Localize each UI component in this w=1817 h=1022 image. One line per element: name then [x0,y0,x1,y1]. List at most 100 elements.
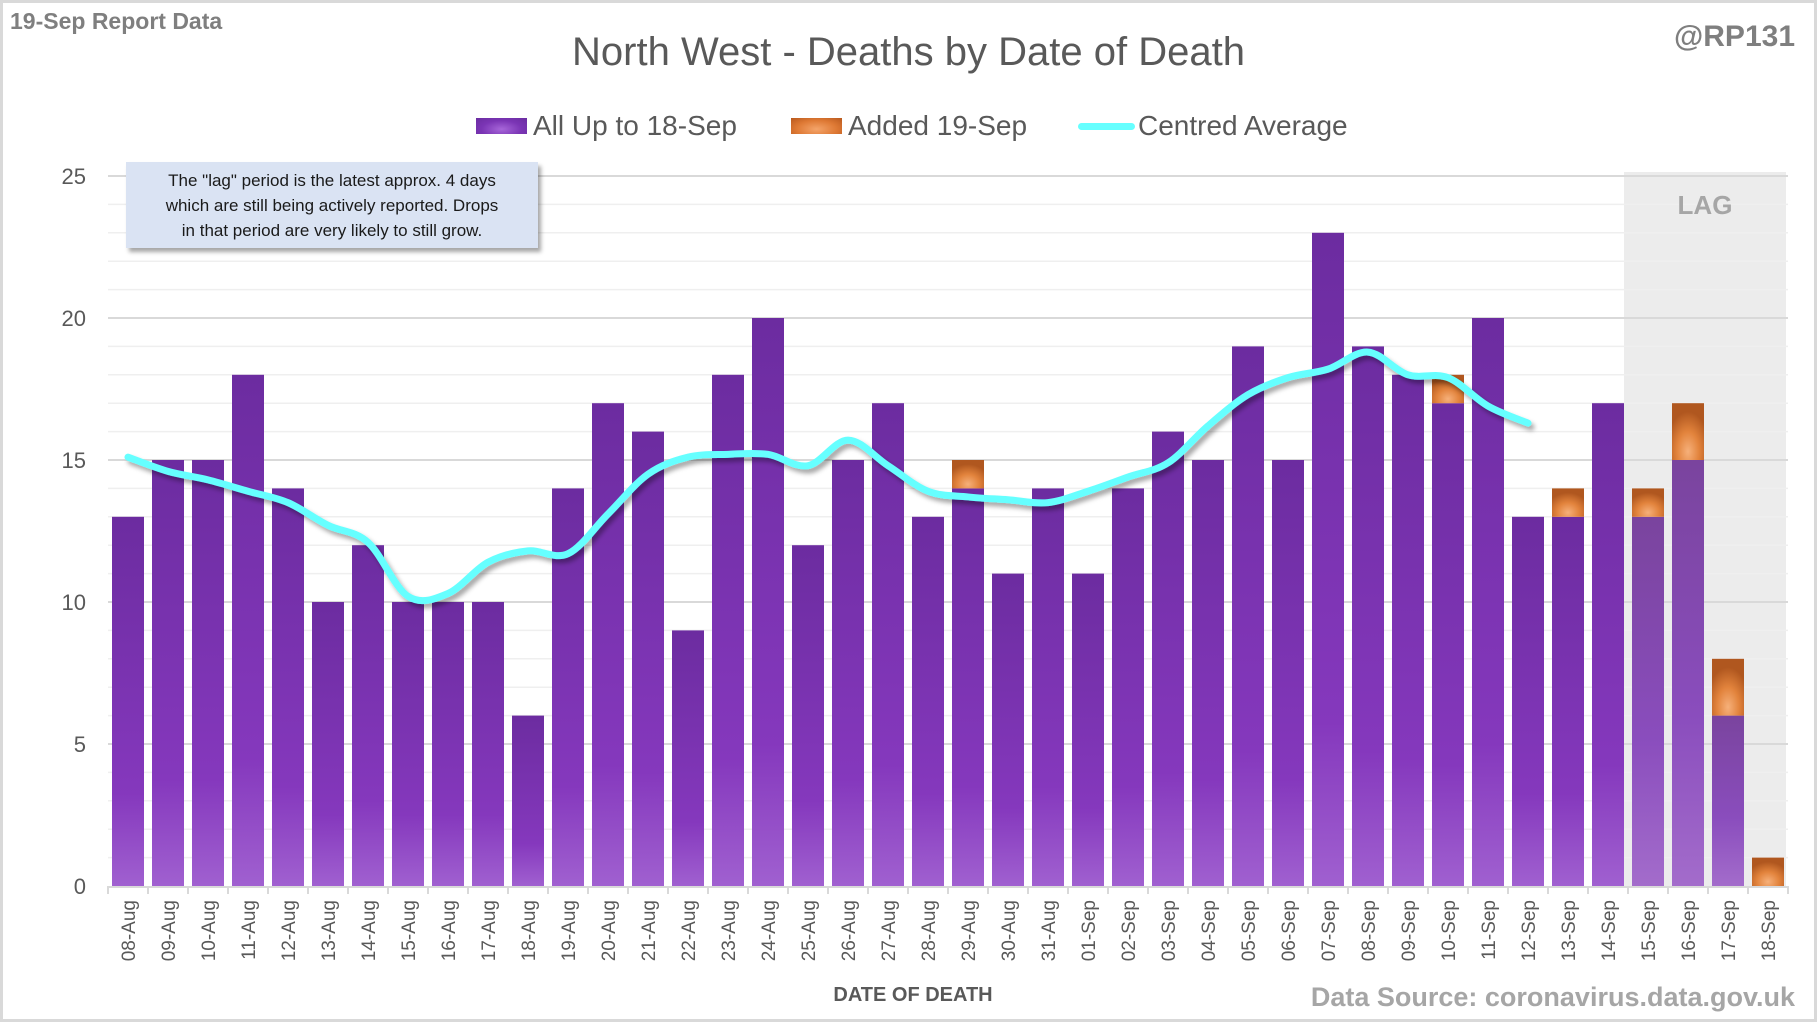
bar-all-up-to-18-sep [832,460,864,886]
bar-all-up-to-18-sep [512,715,544,886]
x-tick-label: 01-Sep [1079,900,1100,961]
x-tick-label: 15-Sep [1639,900,1660,961]
bar-all-up-to-18-sep [312,602,344,886]
x-tick-label: 31-Aug [1039,900,1060,961]
bar-all-up-to-18-sep [872,403,904,886]
lag-annotation-box: The "lag" period is the latest approx. 4… [126,162,538,248]
x-axis-title: DATE OF DEATH [833,984,993,1006]
bar-all-up-to-18-sep [1352,346,1384,886]
annotation-line: in that period are very likely to still … [181,220,483,240]
legend-swatch-orange [791,118,842,134]
x-tick-label: 10-Sep [1439,900,1460,961]
x-tick-label: 08-Sep [1359,900,1380,961]
x-tick-label: 05-Sep [1239,900,1260,961]
bar-all-up-to-18-sep [272,488,304,886]
x-tick-label: 12-Sep [1519,900,1540,961]
x-tick-label: 14-Aug [359,900,380,961]
x-tick-label: 04-Sep [1199,900,1220,961]
bar-all-up-to-18-sep [1312,232,1344,887]
bar-all-up-to-18-sep [672,630,704,886]
bar-all-up-to-18-sep [352,545,384,886]
x-tick-label: 03-Sep [1159,900,1180,961]
x-tick-label: 09-Aug [159,900,180,961]
bar-all-up-to-18-sep [1432,403,1464,886]
x-tick-label: 20-Aug [599,900,620,961]
legend-label: Added 19-Sep [848,110,1028,141]
bar-all-up-to-18-sep [592,403,624,886]
x-tick-label: 30-Aug [999,900,1020,961]
bar-all-up-to-18-sep [1712,715,1744,886]
author-handle: @RP131 [1674,20,1795,53]
x-tick-label: 23-Aug [719,900,740,961]
x-tick-label: 08-Aug [119,900,140,961]
bar-all-up-to-18-sep [1272,460,1304,886]
bar-added-19-sep [1712,658,1744,716]
bar-all-up-to-18-sep [1192,460,1224,886]
bar-added-19-sep [1672,403,1704,460]
bar-all-up-to-18-sep [1112,488,1144,886]
x-tick-label: 24-Aug [759,900,780,961]
bar-all-up-to-18-sep [632,431,664,886]
centred-average-line [124,348,1532,605]
bar-all-up-to-18-sep [1072,573,1104,886]
y-tick-label: 15 [62,448,86,473]
bar-added-19-sep [1552,488,1584,517]
x-tick-label: 13-Aug [319,900,340,961]
legend-label: Centred Average [1138,110,1348,141]
x-tick-label: 25-Aug [799,900,820,961]
y-tick-label: 5 [74,732,86,757]
bar-all-up-to-18-sep [112,516,144,886]
x-tick-label: 13-Sep [1559,900,1580,961]
x-tick-label: 11-Sep [1479,900,1500,960]
legend: All Up to 18-Sep Added 19-Sep Centred Av… [0,106,1817,146]
x-tick-label: 18-Aug [519,900,540,961]
bar-all-up-to-18-sep [1592,403,1624,886]
x-tick-label: 10-Aug [199,900,220,961]
lag-label: LAG [1677,190,1733,220]
bar-added-19-sep [952,460,984,489]
x-tick-label: 22-Aug [679,900,700,961]
annotation-line: which are still being actively reported.… [165,195,499,215]
x-tick-label: 29-Aug [959,900,980,961]
bar-all-up-to-18-sep [392,602,424,886]
x-tick-label: 18-Sep [1759,900,1780,961]
bar-all-up-to-18-sep [1552,516,1584,886]
x-tick-label: 16-Aug [439,900,460,961]
bar-all-up-to-18-sep [192,460,224,886]
y-tick-label: 25 [62,164,86,189]
bar-all-up-to-18-sep [712,374,744,886]
bar-all-up-to-18-sep [752,318,784,886]
legend-swatch-purple [476,118,527,134]
x-tick-label: 06-Sep [1279,900,1300,961]
legend-item-all-up-to: All Up to 18-Sep [476,106,737,146]
x-tick-label: 17-Aug [479,900,500,961]
x-tick-label: 15-Aug [399,900,420,961]
report-date-label: 19-Sep Report Data [10,8,223,34]
x-tick-label: 27-Aug [879,900,900,961]
x-tick-label: 19-Aug [559,900,580,961]
legend-line-cyan [1078,122,1135,130]
x-tick-label: 07-Sep [1319,900,1340,961]
x-tick-label: 21-Aug [639,900,660,961]
legend-item-centred-average: Centred Average [1078,106,1348,146]
x-tick-label: 14-Sep [1599,900,1620,961]
bar-all-up-to-18-sep [1152,431,1184,886]
x-tick-label: 12-Aug [279,900,300,961]
y-tick-label: 20 [62,306,86,331]
bar-all-up-to-18-sep [472,602,504,886]
annotation-line: The "lag" period is the latest approx. 4… [168,170,496,190]
x-tick-label: 11-Aug [239,900,260,960]
bar-all-up-to-18-sep [232,374,264,886]
bar-all-up-to-18-sep [1032,488,1064,886]
y-tick-label: 0 [74,874,86,899]
bar-all-up-to-18-sep [792,545,824,886]
bar-added-19-sep [1632,488,1664,517]
x-tick-label: 26-Aug [839,900,860,961]
legend-label: All Up to 18-Sep [533,110,737,141]
bar-all-up-to-18-sep [1672,460,1704,886]
y-tick-label: 10 [62,590,86,615]
x-tick-label: 16-Sep [1679,900,1700,961]
bar-all-up-to-18-sep [992,573,1024,886]
x-tick-label: 09-Sep [1399,900,1420,961]
